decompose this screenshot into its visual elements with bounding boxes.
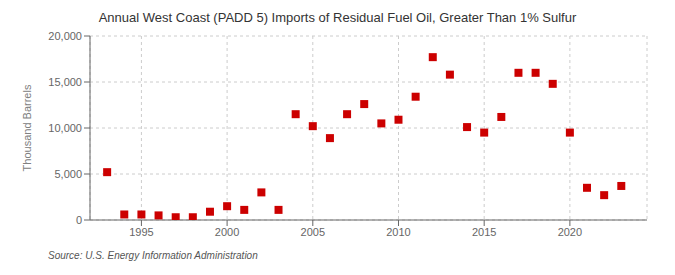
svg-text:2005: 2005 (301, 226, 325, 238)
html-text:Annual West Coast (PADD 5) Imp: Annual West Coast (PADD 5) Imports of Re… (98, 10, 577, 25)
svg-text:5,000: 5,000 (54, 168, 82, 180)
svg-text:20,000: 20,000 (48, 30, 82, 42)
svg-text:Thousand Barrels: Thousand Barrels (21, 84, 33, 171)
svg-text:10,000: 10,000 (48, 122, 82, 134)
html-text:Source: U.S. Energy Informatio: Source: U.S. Energy Information Administ… (48, 250, 258, 261)
svg-text:0: 0 (76, 214, 82, 226)
svg-text:2000: 2000 (215, 226, 239, 238)
svg-text:15,000: 15,000 (48, 76, 82, 88)
svg-text:2015: 2015 (472, 226, 496, 238)
svg-text:1995: 1995 (129, 226, 153, 238)
svg-text:2020: 2020 (558, 226, 582, 238)
svg-text:2010: 2010 (386, 226, 410, 238)
